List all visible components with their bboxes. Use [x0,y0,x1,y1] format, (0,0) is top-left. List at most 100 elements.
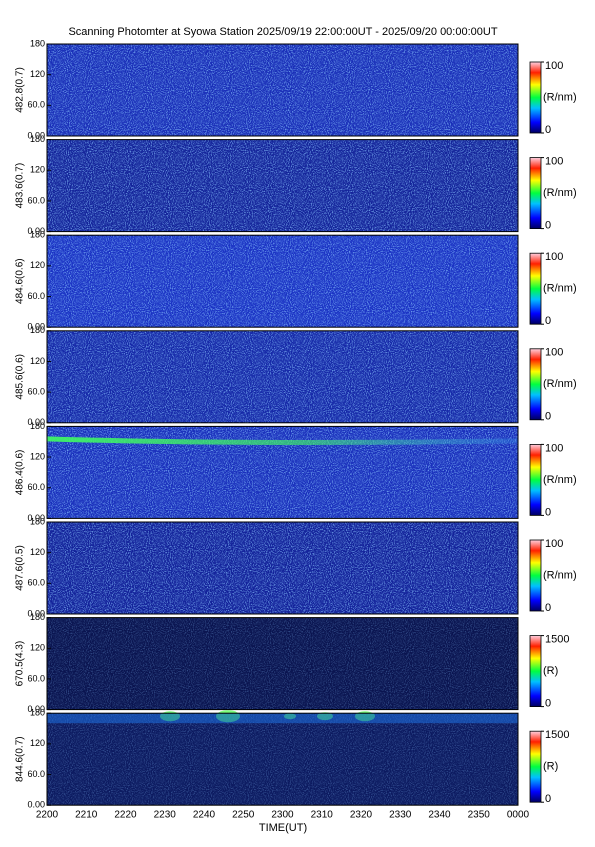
colorbar [529,61,542,134]
heatmap-noise [47,330,518,423]
y-tick-label: 0.00 [27,608,45,618]
x-tick-label: 2250 [232,810,255,821]
colorbar-tick-label: 0 [545,124,551,136]
x-tick-label: 2300 [271,810,294,821]
x-tick-label: 2350 [468,810,491,821]
colorbar-label: (R/nm) [543,187,577,199]
colorbar-tick-label: 0 [545,220,551,232]
x-tick-label: 2230 [154,810,177,821]
colorbar-tick-label: 100 [545,538,563,550]
y-tick-label: 0.00 [27,417,45,427]
colorbar [529,635,542,707]
y-tick-label: 60.0 [27,482,45,492]
x-tick-label: 2220 [114,810,137,821]
colorbar [529,539,542,612]
panel-frame [46,139,519,233]
colorbar-tick-label: 100 [545,251,563,263]
y-tick-label: 180 [30,421,45,431]
colorbar-label: (R/nm) [543,378,577,390]
chart-title: Scanning Photomter at Syowa Station 2025… [68,26,497,38]
y-tick-label: 0.00 [27,130,45,140]
y-axis-label: 487.6(0.5) [15,545,26,591]
colorbar-tick-label: 1500 [545,729,569,741]
x-tick-label: 2320 [350,810,373,821]
y-tick-label: 60.0 [27,769,45,779]
y-tick-label: 120 [30,356,45,366]
colorbar-tick-label: 0 [545,793,551,805]
y-axis-label: 844.6(0.7) [15,736,26,782]
y-tick-label: 0.00 [27,513,45,523]
x-tick-label: 2210 [75,810,98,821]
y-tick-label: 180 [30,516,45,526]
y-tick-label: 180 [30,708,45,718]
x-axis-label: TIME(UT) [259,822,307,834]
colorbar-tick-label: 0 [545,315,551,327]
y-tick-label: 60.0 [27,387,45,397]
y-tick-label: 180 [30,612,45,622]
colorbar-tick-label: 0 [545,506,551,518]
y-tick-label: 60.0 [27,195,45,205]
y-tick-label: 120 [30,260,45,270]
y-axis-label: 486.4(0.6) [15,450,26,496]
colorbar-label: (R) [543,665,558,677]
heatmap-noise [47,139,518,232]
colorbar-label: (R/nm) [543,474,577,486]
y-axis-label: 670.5(4.3) [15,641,26,687]
heatmap-noise [47,235,518,328]
y-tick-label: 0.00 [27,704,45,714]
heatmap-noise [47,713,518,806]
emission-band [47,436,518,445]
x-tick-label: 2340 [428,810,451,821]
y-tick-label: 60.0 [27,291,45,301]
x-tick-label: 0000 [507,810,530,821]
y-tick-label: 180 [30,325,45,335]
panel-frame [46,43,519,137]
y-tick-label: 60.0 [27,100,45,110]
y-tick-label: 60.0 [27,578,45,588]
colorbar-tick-label: 100 [545,156,563,168]
y-axis-label: 484.6(0.6) [15,258,26,304]
panel-frame [46,521,519,615]
panel-frame [46,330,519,424]
x-tick-label: 2330 [389,810,412,821]
y-tick-label: 0.00 [27,226,45,236]
colorbar [529,348,542,421]
colorbar-label: (R/nm) [543,283,577,295]
panel-frame [46,234,519,328]
x-tick-label: 2310 [311,810,334,821]
x-tick-label: 2200 [36,810,59,821]
y-tick-label: 120 [30,547,45,557]
colorbar-label: (R/nm) [543,91,577,103]
colorbar-tick-label: 100 [545,442,563,454]
colorbar [529,252,542,325]
heatmap-noise [47,522,518,614]
y-tick-label: 120 [30,69,45,79]
y-tick-label: 0.00 [27,322,45,332]
panel-frame [46,712,519,806]
aurora-edge [47,713,518,724]
colorbar-tick-label: 1500 [545,634,569,646]
colorbar-tick-label: 0 [545,698,551,710]
heatmap-noise [47,44,518,136]
colorbar-tick-label: 100 [545,347,563,359]
y-axis-label: 482.8(0.7) [15,67,26,113]
colorbar-tick-label: 100 [545,60,563,72]
panel-frame [46,425,519,519]
colorbar [529,730,542,803]
heatmap-noise [47,617,518,710]
colorbar-label: (R/nm) [543,569,577,581]
panel-frame [46,617,519,711]
y-tick-label: 120 [30,643,45,653]
y-tick-label: 180 [30,38,45,48]
y-tick-label: 120 [30,165,45,175]
y-tick-label: 0.00 [27,800,45,810]
y-axis-label: 483.6(0.7) [15,163,26,209]
colorbar-label: (R) [543,761,558,773]
y-tick-label: 180 [30,134,45,144]
colorbar [529,443,542,516]
colorbar-tick-label: 0 [545,602,551,614]
x-tick-label: 2240 [193,810,216,821]
y-tick-label: 180 [30,230,45,240]
colorbar-tick-label: 0 [545,411,551,423]
